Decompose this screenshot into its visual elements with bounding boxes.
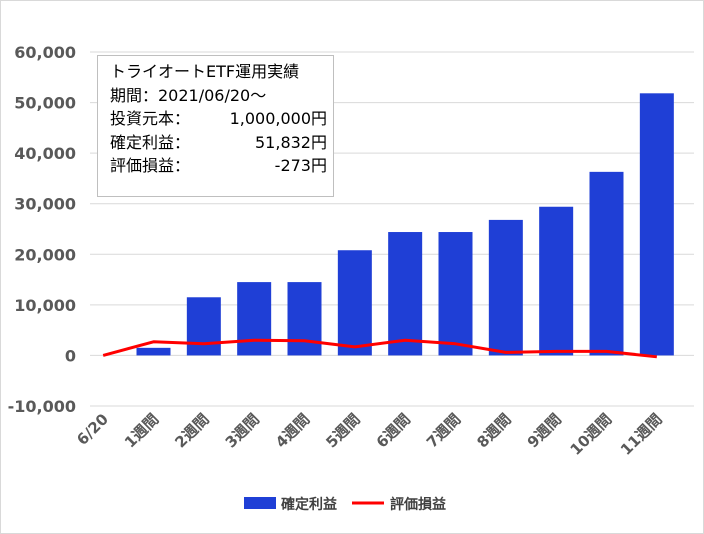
y-tick-label: 60,000 <box>14 43 76 62</box>
bar <box>438 232 473 356</box>
x-tick-label: 11週間 <box>617 410 666 459</box>
info-row-principal: 投資元本： 1,000,000円 <box>110 107 333 131</box>
x-tick-label: 8週間 <box>473 410 514 451</box>
line-path <box>102 338 657 359</box>
info-row-value: -273円 <box>274 156 327 175</box>
bar <box>589 171 624 356</box>
x-tick-label: 5週間 <box>322 410 363 451</box>
info-row-value: 51,832円 <box>255 132 327 152</box>
y-tick-label: 10,000 <box>14 296 76 315</box>
info-box-title: トライオートETF運用実績 <box>110 62 300 81</box>
y-tick-label: -10,000 <box>8 397 76 416</box>
x-tick-label: 9週間 <box>524 410 565 451</box>
info-row-label: 確定利益： <box>110 132 191 152</box>
x-tick-label: 6週間 <box>373 410 414 451</box>
bar <box>237 282 272 356</box>
x-axis-ticks: 6/20 1週間 2週間 3週間 4週間 5週間 6週間 7週間 8週間 9週間 10週間 11週間 <box>73 410 665 459</box>
bar <box>337 250 372 356</box>
y-tick-label: 0 <box>65 346 76 365</box>
x-tick-label: 3週間 <box>222 410 263 451</box>
line-series-unrealized-pl <box>102 338 657 359</box>
info-row-value: 1,000,000円 <box>229 109 327 128</box>
legend-line-label: 評価損益 <box>390 496 446 513</box>
x-tick-label: 10週間 <box>567 410 616 459</box>
x-tick-label: 6/20 <box>73 410 112 449</box>
bar <box>639 93 674 356</box>
y-tick-label: 40,000 <box>14 144 76 163</box>
legend-bar-label: 確定利益 <box>281 496 337 513</box>
info-row-label: 評価損益： <box>110 156 191 175</box>
x-tick-label: 1週間 <box>121 410 162 451</box>
x-tick-label: 7週間 <box>423 410 464 451</box>
bar <box>186 297 221 356</box>
bar <box>287 282 322 356</box>
info-box-period: 期間：2021/06/20～ <box>110 85 267 105</box>
legend-bar-swatch <box>244 497 276 509</box>
x-tick-label: 2週間 <box>171 410 212 451</box>
bar <box>388 232 423 356</box>
bar <box>488 219 523 356</box>
bar <box>136 347 171 356</box>
legend: 確定利益 評価損益 <box>244 496 446 513</box>
x-tick-label: 4週間 <box>272 410 313 451</box>
bar-series-confirmed-profit <box>136 93 674 356</box>
y-tick-label: 30,000 <box>14 195 76 214</box>
info-row-label: 投資元本： <box>110 109 191 128</box>
y-tick-label: 20,000 <box>14 245 76 264</box>
performance-info-box: トライオートETF運用実績 期間：2021/06/20～ 投資元本： 1,000… <box>97 55 334 197</box>
bar <box>539 206 574 356</box>
y-axis-ticks: 60,000 50,000 40,000 30,000 20,000 10,000 0 -10… <box>8 43 76 416</box>
y-tick-label: 50,000 <box>14 94 76 113</box>
info-row-unrealized-pl: 評価損益： -273円 <box>110 154 333 178</box>
info-row-confirmed-profit: 確定利益： 51,832円 <box>110 131 333 155</box>
